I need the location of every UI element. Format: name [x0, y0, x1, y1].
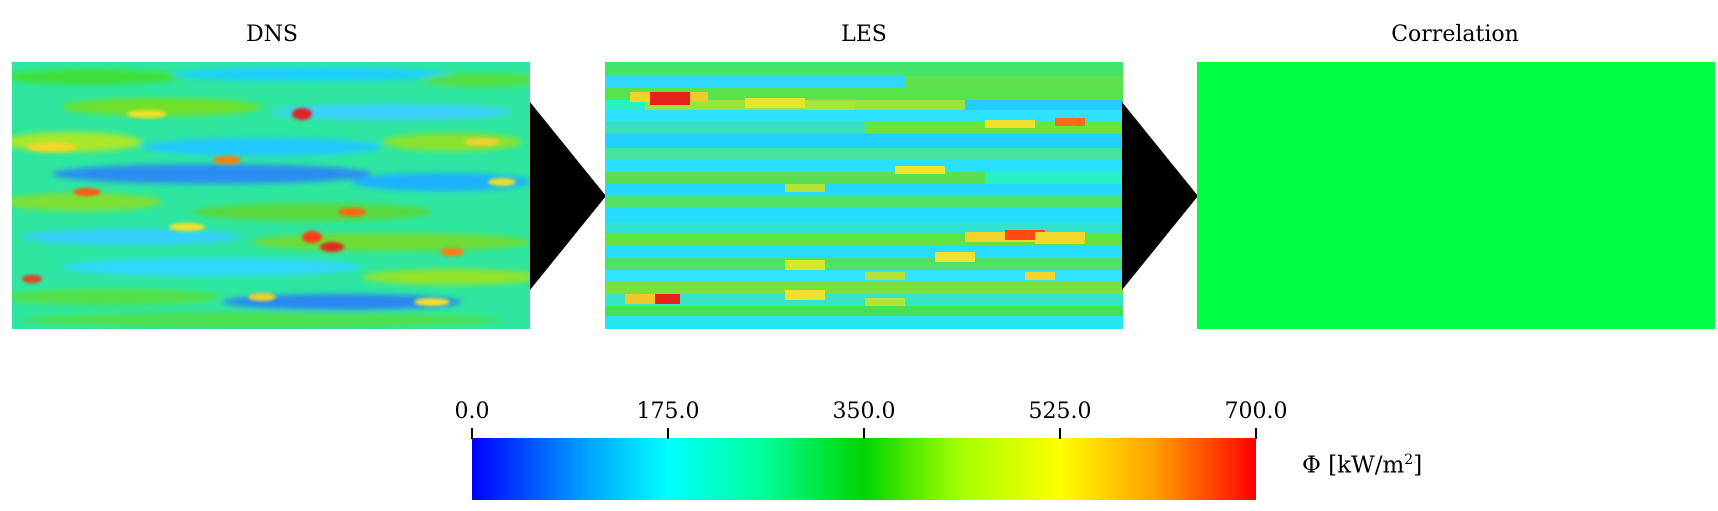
dns-field-image — [12, 62, 530, 329]
colorbar-tick — [471, 428, 473, 439]
colorbar — [472, 438, 1256, 500]
colorbar-label-unit: [kW/m — [1328, 452, 1405, 479]
colorbar-label-close: ] — [1413, 452, 1423, 479]
arrow-right-icon — [1122, 102, 1198, 290]
arrow-right-icon — [530, 102, 606, 290]
colorbar-tick-label: 525.0 — [1028, 399, 1092, 424]
correlation-field-image — [1197, 62, 1715, 329]
panel-title-correlation: Correlation — [1391, 22, 1519, 47]
colorbar-tick-label: 0.0 — [454, 399, 490, 424]
colorbar-tick-label: 700.0 — [1224, 399, 1288, 424]
colorbar-tick — [1255, 428, 1257, 439]
colorbar-tick — [1059, 428, 1061, 439]
colorbar-label-power: 2 — [1404, 452, 1414, 468]
panel-title-les: LES — [841, 22, 887, 47]
panel-title-dns: DNS — [246, 22, 298, 47]
les-field-svg — [605, 62, 1123, 329]
colorbar-tick — [863, 428, 865, 439]
colorbar-label: Φ [kW/m2] — [1302, 452, 1422, 479]
colorbar-tick-label: 350.0 — [832, 399, 896, 424]
colorbar-label-symbol: Φ — [1302, 452, 1321, 479]
les-field-image — [605, 62, 1123, 329]
colorbar-tick — [667, 428, 669, 439]
colorbar-tick-label: 175.0 — [636, 399, 700, 424]
dns-field-svg — [12, 62, 530, 329]
